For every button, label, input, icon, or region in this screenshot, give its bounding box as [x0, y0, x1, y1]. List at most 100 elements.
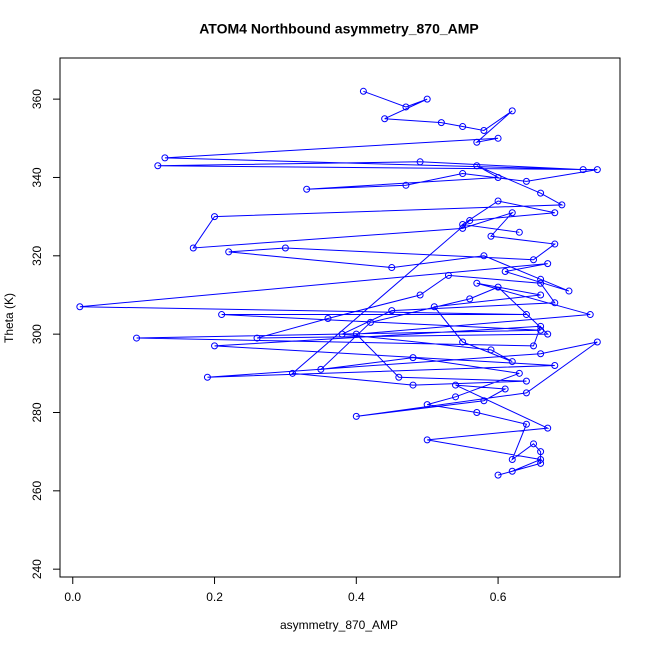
data-point [530, 256, 538, 264]
data-point [530, 440, 538, 448]
data-point [352, 412, 360, 420]
data-point [459, 170, 467, 178]
data-point [211, 342, 219, 350]
data-point [487, 232, 495, 240]
data-point [522, 420, 530, 428]
data-point [317, 365, 325, 373]
data-point [76, 303, 84, 311]
data-point [352, 330, 360, 338]
data-point [537, 459, 545, 467]
x-axis-label: asymmetry_870_AMP [280, 618, 398, 632]
data-point [494, 471, 502, 479]
data-point [388, 307, 396, 315]
data-point [388, 264, 396, 272]
data-point [586, 311, 594, 319]
data-point [494, 134, 502, 142]
data-point [430, 303, 438, 311]
data-point [530, 342, 538, 350]
x-tick-label: 0.6 [490, 590, 507, 604]
data-point [459, 220, 467, 228]
data-point [133, 334, 141, 342]
data-point [473, 138, 481, 146]
data-point [281, 244, 289, 252]
data-point [508, 467, 516, 475]
data-point [565, 287, 573, 295]
data-point [551, 209, 559, 217]
data-point [303, 185, 311, 193]
y-tick-label: 240 [30, 559, 44, 579]
data-point [459, 123, 467, 131]
data-point [203, 373, 211, 381]
data-point [402, 181, 410, 189]
data-point [551, 299, 559, 307]
data-point [537, 275, 545, 283]
data-point [508, 358, 516, 366]
data-point [473, 162, 481, 170]
data-point [338, 330, 346, 338]
data-point [366, 318, 374, 326]
data-point [544, 260, 552, 268]
data-point [480, 252, 488, 260]
data-point [459, 224, 467, 232]
data-point [452, 393, 460, 401]
x-tick-label: 0.0 [64, 590, 81, 604]
data-point [161, 154, 169, 162]
data-point [494, 173, 502, 181]
data-point [402, 103, 410, 111]
data-point [537, 448, 545, 456]
plot-frame [59, 57, 621, 578]
data-point [579, 166, 587, 174]
data-point [444, 271, 452, 279]
data-point [480, 397, 488, 405]
data-point [423, 436, 431, 444]
data-point [537, 326, 545, 334]
data-point [437, 119, 445, 127]
x-tick-label: 0.2 [206, 590, 223, 604]
y-tick-label: 280 [30, 402, 44, 422]
data-point [211, 213, 219, 221]
data-point [508, 209, 516, 217]
data-point [423, 401, 431, 409]
data-point [558, 201, 566, 209]
data-point [218, 311, 226, 319]
data-point [501, 267, 509, 275]
data-point [409, 381, 417, 389]
data-point [522, 311, 530, 319]
chart-title: ATOM4 Northbound asymmetry_870_AMP [199, 21, 479, 37]
data-point [537, 279, 545, 287]
data-point [537, 455, 545, 463]
y-axis-label: Theta (K) [2, 293, 16, 343]
y-tick-label: 260 [30, 480, 44, 500]
data-point [522, 389, 530, 397]
data-point [473, 279, 481, 287]
data-point [551, 240, 559, 248]
data-point [154, 162, 162, 170]
data-point [416, 291, 424, 299]
data-point [544, 330, 552, 338]
data-point [537, 322, 545, 330]
data-point [466, 217, 474, 225]
y-tick-label: 360 [30, 89, 44, 109]
data-point [537, 291, 545, 299]
data-point [508, 107, 516, 115]
data-point [537, 350, 545, 358]
data-point [473, 408, 481, 416]
data-point [537, 189, 545, 197]
data-point [508, 455, 516, 463]
data-point [544, 424, 552, 432]
data-point [423, 95, 431, 103]
data-point [452, 381, 460, 389]
data-point [487, 346, 495, 354]
y-tick-label: 300 [30, 324, 44, 344]
data-point [480, 126, 488, 134]
data-point [515, 369, 523, 377]
data-point [522, 377, 530, 385]
y-tick-label: 320 [30, 245, 44, 265]
data-point [359, 87, 367, 95]
data-point [324, 314, 332, 322]
data-point [501, 385, 509, 393]
data-point [225, 248, 233, 256]
data-point [515, 228, 523, 236]
